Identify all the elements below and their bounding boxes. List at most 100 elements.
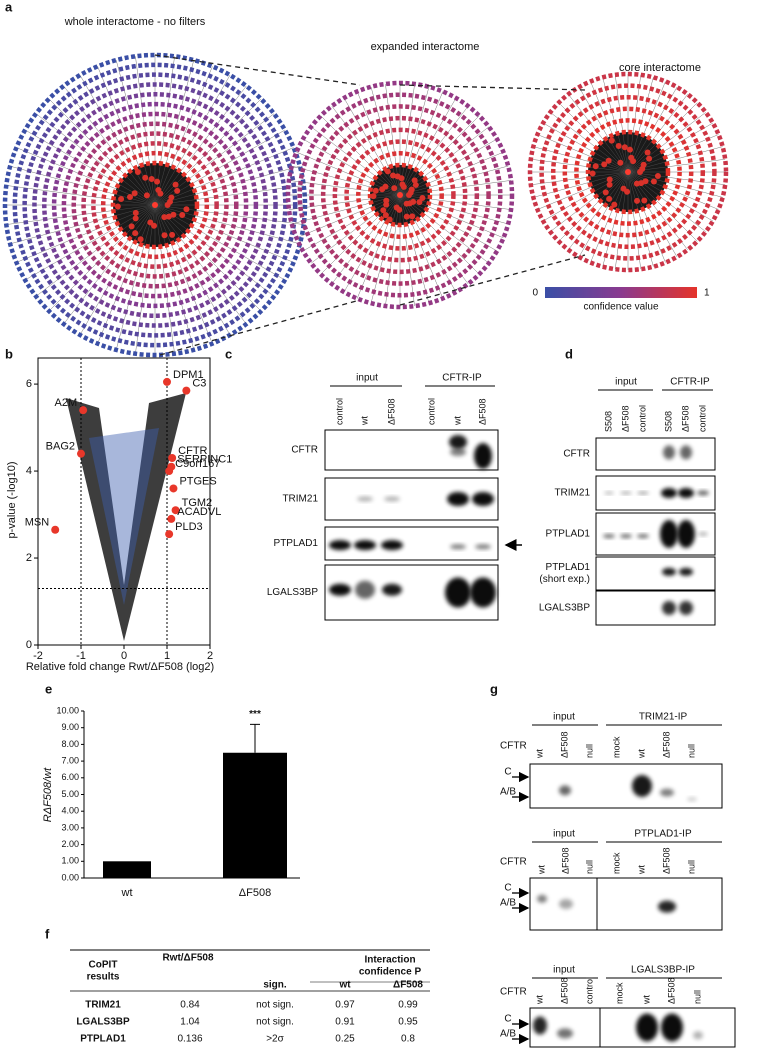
node bbox=[379, 186, 386, 193]
group-label: input bbox=[615, 377, 637, 388]
y-tick-label: 2 bbox=[26, 552, 32, 564]
lane-label: ΔF508 bbox=[559, 731, 569, 758]
table-cell: LGALS3BP bbox=[76, 1017, 130, 1028]
blot-frame bbox=[324, 429, 499, 471]
lane-label: null bbox=[692, 990, 702, 1004]
network-edge bbox=[399, 194, 512, 210]
lane-label: wt bbox=[641, 995, 651, 1005]
lane-label: wt bbox=[636, 865, 646, 875]
node bbox=[410, 198, 417, 205]
node-ring bbox=[356, 151, 444, 239]
node bbox=[132, 209, 139, 216]
point-label: PLD3 bbox=[175, 521, 203, 533]
x-axis-label: Relative fold change Rwt/ΔF508 (log2) bbox=[26, 661, 214, 673]
network-edge bbox=[399, 194, 457, 293]
node bbox=[382, 212, 389, 219]
blot-band bbox=[355, 580, 375, 599]
blot-band bbox=[354, 540, 376, 551]
network-edge bbox=[530, 171, 629, 185]
lane-label: mock bbox=[614, 982, 624, 1004]
node bbox=[179, 211, 186, 218]
node bbox=[128, 223, 135, 230]
network-edge bbox=[154, 204, 286, 281]
lane-label: ΔF508 bbox=[620, 405, 630, 432]
blot-band bbox=[604, 491, 614, 495]
node-ring bbox=[585, 129, 671, 215]
blot-band bbox=[687, 797, 697, 802]
network-edge bbox=[154, 204, 294, 263]
blot-row-label: PTPLAD1 bbox=[546, 529, 591, 540]
node bbox=[390, 172, 397, 179]
network-edge bbox=[533, 146, 629, 173]
network-edge bbox=[550, 112, 629, 173]
protein-point bbox=[79, 406, 88, 415]
node bbox=[384, 168, 391, 175]
blot-frame bbox=[529, 1007, 736, 1048]
blot-band bbox=[381, 540, 403, 551]
y-tick-label: 6 bbox=[26, 378, 32, 390]
network-edge bbox=[627, 171, 726, 185]
node bbox=[170, 211, 177, 218]
table-cell: not sign. bbox=[256, 1000, 294, 1011]
network-edge bbox=[543, 122, 629, 173]
node-ring bbox=[550, 94, 706, 250]
table-cell: 0.97 bbox=[335, 1000, 355, 1011]
blot-frame bbox=[324, 526, 499, 561]
table-cell: 1.04 bbox=[180, 1017, 200, 1028]
network-title: core interactome bbox=[619, 62, 701, 74]
node bbox=[118, 195, 125, 202]
table-cell: >2σ bbox=[266, 1034, 284, 1045]
node-ring bbox=[91, 141, 219, 269]
node bbox=[606, 195, 613, 202]
blot-band bbox=[472, 492, 494, 506]
node bbox=[641, 197, 648, 204]
blot-row-label: (short exp.) bbox=[539, 574, 590, 585]
lane-label: ΔF508 bbox=[386, 398, 396, 425]
table-header: Interaction bbox=[364, 955, 415, 966]
node bbox=[615, 143, 622, 150]
bar bbox=[223, 752, 287, 878]
blot-band bbox=[680, 445, 692, 460]
y-tick-label: 8.00 bbox=[61, 739, 79, 749]
network-edge bbox=[627, 171, 666, 263]
node bbox=[589, 170, 596, 177]
blot-frame bbox=[324, 564, 499, 621]
node-ring bbox=[527, 71, 729, 273]
node-ring bbox=[285, 80, 515, 310]
lane-label: control bbox=[697, 405, 707, 432]
network-edge bbox=[48, 204, 156, 312]
network bbox=[527, 71, 729, 273]
node bbox=[396, 206, 403, 213]
point-label: MSN bbox=[25, 517, 50, 529]
network-edge bbox=[627, 171, 641, 270]
y-tick-label: 1.00 bbox=[61, 856, 79, 866]
blot-frame bbox=[595, 556, 716, 591]
blot-band bbox=[474, 443, 492, 469]
network-edge bbox=[399, 194, 480, 275]
network-edge bbox=[154, 204, 175, 354]
network-title: expanded interactome bbox=[371, 41, 480, 53]
network-edge bbox=[154, 85, 247, 206]
band-label: C bbox=[504, 883, 511, 894]
blot-band bbox=[620, 491, 632, 495]
blot-band bbox=[660, 788, 674, 797]
network-edge bbox=[399, 194, 498, 252]
band-label: A/B bbox=[500, 787, 516, 798]
panel-label: d bbox=[565, 346, 573, 361]
lane-label: null bbox=[584, 860, 594, 874]
table-header: Rwt/ΔF508 bbox=[162, 953, 214, 964]
node-ring bbox=[320, 115, 480, 275]
network-edge bbox=[558, 171, 629, 242]
table-cell: 0.84 bbox=[180, 1000, 200, 1011]
node bbox=[370, 193, 377, 200]
zoom-line bbox=[159, 299, 361, 356]
lane-label: wt bbox=[534, 749, 544, 759]
y-tick-label: 2.00 bbox=[61, 839, 79, 849]
lane-label: control bbox=[334, 398, 344, 425]
colorbar-label: confidence value bbox=[583, 302, 658, 313]
y-tick-label: 9.00 bbox=[61, 722, 79, 732]
network-edge bbox=[615, 74, 629, 173]
point-cloud-blue bbox=[89, 428, 159, 605]
lane-label: null bbox=[686, 744, 696, 758]
network-edge bbox=[399, 165, 509, 196]
